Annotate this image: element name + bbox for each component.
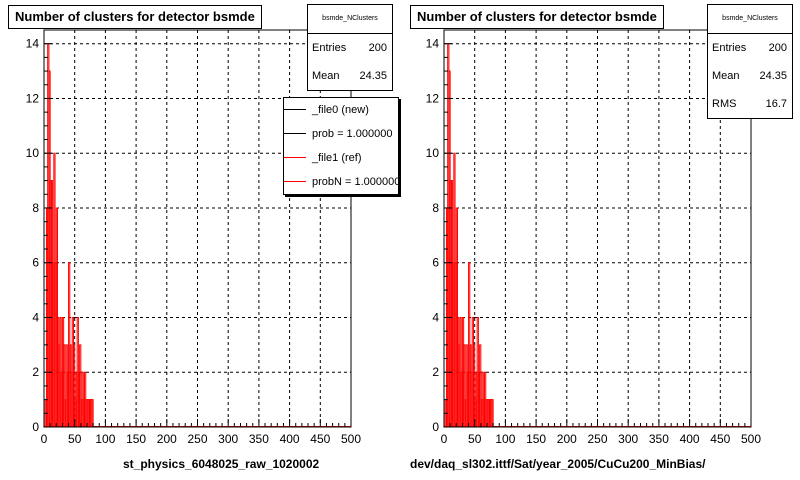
legend-entry: probN = 1.000000 — [284, 170, 398, 194]
legend-label: _file0 (new) — [312, 104, 369, 116]
stats-key: Entries — [312, 42, 347, 54]
right-stats-name: bsmde_NClusters — [708, 5, 792, 34]
stats-row: Entries 200 — [708, 34, 792, 62]
x-tick-label: 300 — [618, 432, 638, 446]
x-tick-label: 400 — [280, 432, 300, 446]
x-tick-label: 350 — [649, 432, 669, 446]
left-stats-box: bsmde_NClusters Entries 200 Mean 24.35 — [307, 4, 393, 91]
legend-swatch — [284, 181, 306, 182]
x-tick-label: 250 — [187, 432, 207, 446]
y-tick-label: 0 — [32, 420, 39, 434]
y-tick-label: 10 — [426, 146, 440, 160]
left-panel: 0 50 100 150 200 250 300 350 400 450 500 0 2 4 6 8 10 12 1… — [8, 4, 399, 471]
y-tick-label: 6 — [432, 256, 439, 270]
stats-row: RMS 16.7 — [708, 90, 792, 118]
legend-swatch — [284, 133, 306, 134]
stats-key: RMS — [712, 98, 737, 110]
stats-key: Mean — [312, 70, 340, 82]
right-x-caption: dev/daq_sl302.ittf/Sat/year_2005/CuCu200… — [410, 457, 706, 471]
y-tick-label: 14 — [426, 37, 440, 51]
right-plot-title: Number of clusters for detector bsmde — [410, 5, 664, 29]
x-tick-label: 500 — [341, 432, 361, 446]
y-tick-label: 2 — [32, 365, 39, 379]
stats-row: Mean 24.35 — [308, 62, 392, 90]
x-tick-label: 200 — [157, 432, 177, 446]
stats-row: Entries 200 — [308, 34, 392, 62]
x-tick-label: 450 — [710, 432, 730, 446]
x-tick-label: 0 — [441, 432, 448, 446]
y-tick-label: 14 — [26, 37, 40, 51]
x-tick-label: 450 — [310, 432, 330, 446]
x-tick-label: 350 — [249, 432, 269, 446]
stats-value: 16.7 — [765, 98, 787, 110]
stats-row: Mean 24.35 — [708, 62, 792, 90]
x-tick-label: 100 — [95, 432, 115, 446]
y-tick-label: 0 — [432, 420, 439, 434]
x-tick-label: 50 — [68, 432, 82, 446]
y-tick-label: 6 — [32, 256, 39, 270]
x-tick-label: 200 — [557, 432, 577, 446]
left-stats-name: bsmde_NClusters — [308, 5, 392, 34]
histogram-bar — [91, 399, 94, 428]
x-tick-label: 250 — [587, 432, 607, 446]
y-tick-label: 4 — [32, 310, 39, 324]
stats-value: 24.35 — [759, 70, 787, 82]
legend-label: probN = 1.000000 — [312, 176, 399, 188]
x-tick-label: 500 — [741, 432, 761, 446]
x-tick-label: 300 — [218, 432, 238, 446]
y-tick-label: 8 — [432, 201, 439, 215]
right-stats-box: bsmde_NClusters Entries 200 Mean 24.35 R… — [707, 4, 793, 119]
legend-label: _file1 (ref) — [312, 152, 362, 164]
legend-entry: _file0 (new) — [284, 98, 398, 122]
y-tick-label: 2 — [432, 365, 439, 379]
legend-swatch — [284, 109, 306, 110]
y-tick-label: 12 — [26, 91, 40, 105]
right-panel: 0 50 100 150 200 250 300 350 400 450 500 0 2 4 6 8 10 12 1… — [400, 0, 800, 480]
y-tick-label: 12 — [426, 91, 440, 105]
stats-value: 200 — [768, 42, 787, 54]
legend-box: _file0 (new) prob = 1.000000 _file1 (ref… — [283, 97, 399, 195]
legend-swatch — [284, 157, 306, 158]
x-tick-label: 150 — [526, 432, 546, 446]
x-tick-label: 400 — [680, 432, 700, 446]
legend-entry: _file1 (ref) — [284, 146, 398, 170]
x-tick-label: 50 — [468, 432, 482, 446]
legend-label: prob = 1.000000 — [312, 128, 393, 140]
histogram-bar — [491, 399, 494, 428]
stats-value: 24.35 — [359, 70, 387, 82]
stats-key: Mean — [712, 70, 740, 82]
left-x-caption: st_physics_6048025_raw_1020002 — [123, 457, 320, 471]
y-tick-label: 10 — [26, 146, 40, 160]
legend-entry: prob = 1.000000 — [284, 122, 398, 146]
y-tick-label: 8 — [32, 201, 39, 215]
right-histogram-plot: 0 50 100 150 200 250 300 350 400 450 500 0 2 4 6 8 10 12 1… — [426, 29, 761, 446]
stats-key: Entries — [712, 42, 747, 54]
left-histogram-plot: 0 50 100 150 200 250 300 350 400 450 500 0 2 4 6 8 10 12 1… — [26, 29, 361, 446]
y-tick-label: 4 — [432, 310, 439, 324]
left-plot-title: Number of clusters for detector bsmde — [8, 5, 262, 29]
stats-value: 200 — [368, 42, 387, 54]
x-tick-label: 100 — [495, 432, 515, 446]
x-tick-label: 0 — [41, 432, 48, 446]
x-tick-label: 150 — [126, 432, 146, 446]
